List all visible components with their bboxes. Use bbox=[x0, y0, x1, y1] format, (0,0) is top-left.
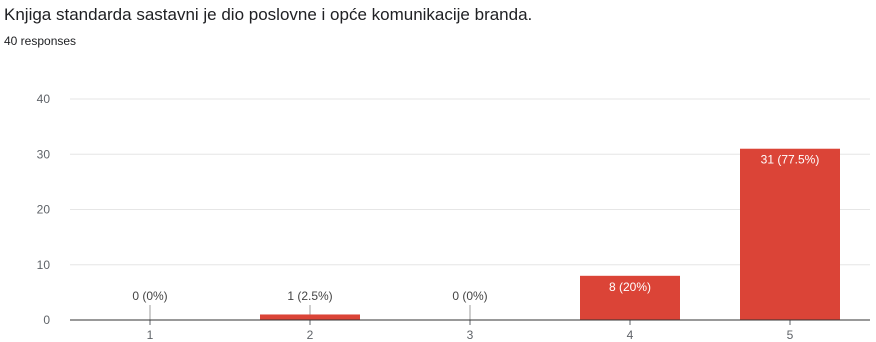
data-label: 31 (77.5%) bbox=[761, 153, 820, 167]
chart-title: Knjiga standarda sastavni je dio poslovn… bbox=[4, 5, 533, 24]
y-tick-label: 10 bbox=[37, 258, 51, 272]
y-tick-label: 40 bbox=[37, 92, 51, 106]
x-tick-label: 4 bbox=[627, 328, 634, 342]
data-label: 0 (0%) bbox=[132, 289, 167, 303]
data-label: 8 (20%) bbox=[609, 280, 651, 294]
x-tick-label: 5 bbox=[787, 328, 794, 342]
x-tick-label: 2 bbox=[307, 328, 314, 342]
y-tick-label: 0 bbox=[43, 313, 50, 327]
data-label: 1 (2.5%) bbox=[287, 289, 332, 303]
bar bbox=[260, 314, 360, 320]
bar bbox=[580, 275, 680, 320]
bar bbox=[740, 148, 840, 320]
y-tick-label: 20 bbox=[37, 203, 51, 217]
y-tick-label: 30 bbox=[37, 147, 51, 161]
x-tick-label: 3 bbox=[467, 328, 474, 342]
x-tick-label: 1 bbox=[147, 328, 154, 342]
data-label: 0 (0%) bbox=[452, 289, 487, 303]
response-count: 40 responses bbox=[4, 34, 77, 48]
